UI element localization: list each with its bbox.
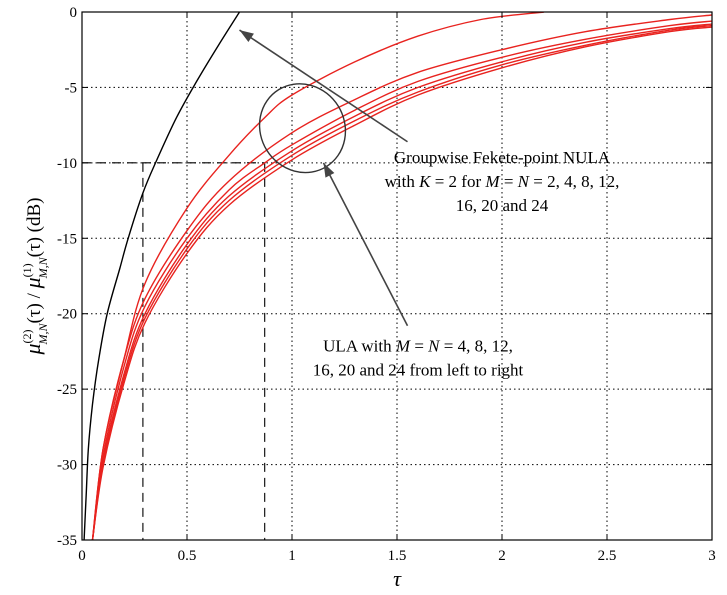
x-tick-label: 3 <box>708 548 716 564</box>
series-line-3 <box>91 20 712 540</box>
y-tick-label: -20 <box>57 307 77 323</box>
series-line-1 <box>91 12 545 540</box>
x-tick-label: 0.5 <box>178 548 197 564</box>
series-line-0 <box>83 12 241 540</box>
annotation-arrow-0 <box>239 29 408 143</box>
y-tick-label: 0 <box>70 5 78 21</box>
reference-lines <box>82 162 266 540</box>
series-line-5 <box>91 24 712 540</box>
annotation-layer: Groupwise Fekete-point NULA with K = 2 fo… <box>239 29 620 379</box>
series-line-2 <box>91 14 712 540</box>
axis-labels: τ μ(2) M,N(τ) / μ(1) M,N(τ) (dB) <box>20 197 402 591</box>
y-tick-label: -25 <box>57 382 77 398</box>
x-tick-label: 2 <box>498 548 506 564</box>
x-tick-label: 2.5 <box>598 548 617 564</box>
annotation-0-line-1: with K = 2 for M = N = 2, 4, 8, 12, <box>385 172 620 191</box>
y-tick-label: -5 <box>65 80 78 96</box>
series-line-6 <box>91 26 712 540</box>
annotation-1-line-1: 16, 20 and 24 from left to right <box>313 360 524 379</box>
y-tick-label: -15 <box>57 231 77 247</box>
y-tick-label: -30 <box>57 458 77 474</box>
annotation-arrowhead-1 <box>323 162 335 178</box>
y-tick-label: -35 <box>57 533 77 549</box>
y-tick-label: -10 <box>57 156 77 172</box>
grid <box>82 12 712 540</box>
annotation-arrowhead-0 <box>239 30 254 43</box>
annotation-0-line-2: 16, 20 and 24 <box>456 196 549 215</box>
series-line-4 <box>91 23 712 540</box>
annotation-0-line-0: Groupwise Fekete-point NULA <box>394 148 611 167</box>
ellipse-layer <box>258 83 347 174</box>
x-tick-label: 0 <box>78 548 86 564</box>
annotation-1-line-0: ULA with M = N = 4, 8, 12, <box>323 336 513 355</box>
x-axis-label: τ <box>393 566 402 591</box>
plot-frame <box>81 11 713 541</box>
x-tick-label: 1 <box>288 548 296 564</box>
series-layer <box>83 12 712 540</box>
ticks: 0 0.5 1 1.5 2 2.5 3 0 -5 -10 -15 -20 -25 -30 -35 <box>57 5 716 564</box>
x-tick-label: 1.5 <box>388 548 407 564</box>
group-ellipse <box>258 83 347 174</box>
annotation-arrow-1 <box>322 162 409 327</box>
y-axis-label: μ(2) M,N(τ) / μ(1) M,N(τ) (dB) <box>20 197 50 355</box>
